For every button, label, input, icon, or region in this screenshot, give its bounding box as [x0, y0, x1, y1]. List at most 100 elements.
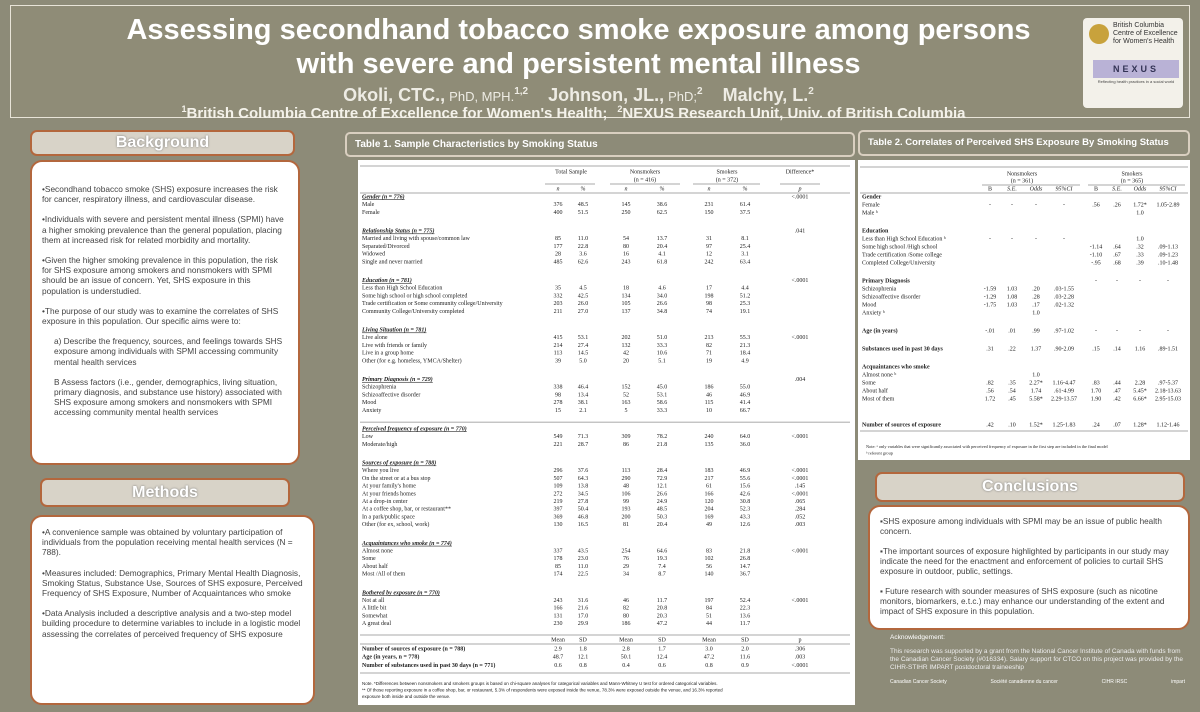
row-label: Substances used in past 30 days — [862, 346, 944, 352]
cell: 243 — [622, 259, 631, 265]
row-label: Gender — [862, 194, 882, 200]
cell: 37.6 — [578, 468, 589, 474]
cell: 33.3 — [657, 408, 668, 414]
cell: 5.58* — [1029, 396, 1043, 402]
title-line: with severe and persistent mental illnes… — [296, 48, 861, 80]
cell: 231 — [705, 202, 714, 208]
column-subheader: n — [557, 186, 560, 192]
cell: .003 — [795, 522, 806, 528]
cell: 85 — [555, 564, 561, 570]
row-label: Almost none ᵇ — [862, 372, 896, 378]
column-subheader: % — [660, 186, 665, 192]
row-label: About half — [362, 563, 388, 570]
cell: 71 — [706, 351, 712, 357]
cell: .97-1.02 — [1054, 328, 1074, 334]
row-label: Mood — [362, 400, 376, 406]
cell: - — [1035, 202, 1037, 208]
cell: .67 — [1113, 252, 1121, 258]
cell: 115 — [705, 400, 714, 406]
cell: .31 — [986, 346, 994, 352]
row-label: Widowed — [362, 252, 385, 258]
cell: 397 — [554, 507, 563, 513]
cell: 10 — [706, 408, 712, 414]
cell: .003 — [795, 655, 806, 661]
row-label: Single and never married — [362, 259, 422, 265]
section-heading: Education (n = 781) — [361, 277, 412, 284]
p-value: <.0001 — [792, 278, 809, 284]
cell: 15 — [555, 408, 561, 414]
cell: 242 — [705, 259, 714, 265]
column-subheader: S.E. — [1007, 186, 1017, 192]
cell: 99 — [623, 499, 629, 505]
cell: 278 — [554, 400, 563, 406]
bullet: ▪SHS exposure among individuals with SPM… — [880, 517, 1162, 536]
cell: <.0001 — [792, 491, 809, 497]
row-label: Number of sources of exposure (n = 788) — [362, 645, 465, 652]
cell: 166 — [705, 491, 714, 497]
section-heading: Sources of exposure (n = 788) — [362, 459, 436, 466]
background-box: •Secondhand tobacco smoke (SHS) exposure… — [30, 160, 300, 465]
affil-text: British Columbia Centre of Excellence fo… — [186, 105, 608, 122]
aim: B Assess factors (i.e., gender, demograp… — [54, 376, 282, 418]
cell: 82 — [706, 343, 712, 349]
logo-tagline: Reflecting health practices in a social … — [1097, 79, 1175, 84]
cell: 2.18-13.63 — [1155, 388, 1181, 394]
cell: 145 — [622, 202, 631, 208]
author-name: Malchy, L. — [722, 85, 809, 105]
column-header: Difference* — [786, 168, 815, 175]
cell: 1.16-4.47 — [1053, 380, 1076, 386]
author-name: Okoli, CTC., — [343, 85, 446, 105]
cell: 137 — [622, 309, 631, 315]
paragraph: •Individuals with severe and persistent … — [42, 214, 284, 245]
cell: 0.6 — [554, 663, 562, 669]
cell: 29 — [623, 564, 629, 570]
cell: 71.3 — [578, 434, 589, 440]
cell: - — [1063, 202, 1065, 208]
cell: 197 — [705, 598, 714, 604]
cell: 296 — [554, 468, 563, 474]
column-subheader: % — [581, 186, 586, 192]
row-label: About half — [862, 387, 888, 394]
row-label: Age (in years) — [862, 327, 898, 334]
cell: .03-1.55 — [1054, 286, 1074, 292]
cell: 31.6 — [578, 598, 589, 604]
cell: 25.4 — [740, 244, 751, 250]
cell: 4.9 — [741, 358, 749, 364]
cell: 27.0 — [578, 309, 589, 315]
cell: <.0001 — [792, 468, 809, 474]
cell: 26.0 — [578, 301, 589, 307]
cell: 38.1 — [578, 400, 589, 406]
cell: 26.8 — [740, 556, 751, 562]
column-subheader: 95%CI — [1160, 186, 1178, 192]
row-label: Trade certification /Some college — [862, 251, 942, 258]
cell: .89-1.51 — [1158, 346, 1178, 352]
cell: 8.7 — [658, 572, 666, 578]
row-label: Low — [362, 434, 374, 440]
conclusions-box: ▪SHS exposure among individuals with SPM… — [868, 505, 1190, 630]
cell: -1.14 — [1090, 244, 1103, 250]
row-label: Married and living with spouse/common la… — [362, 236, 470, 242]
note: exposure both inside and outside the ven… — [362, 694, 450, 699]
row-label: Live alone — [362, 335, 388, 341]
column-subheader: p — [799, 637, 802, 643]
cell: .42 — [986, 422, 994, 428]
cell: 29.9 — [578, 621, 589, 627]
section-title: Methods — [40, 478, 290, 507]
row-label: Less than High School Education — [362, 286, 442, 292]
row-label: Other (for e.g. homeless, YMCA/Shelter) — [362, 357, 462, 364]
cell: 177 — [554, 244, 563, 250]
cell: .07 — [1113, 422, 1121, 428]
cell: 20.8 — [657, 606, 668, 612]
cell: 46.9 — [740, 392, 751, 398]
cell: 1.0 — [1032, 310, 1040, 316]
cell: 43.5 — [578, 548, 589, 554]
cell: 186 — [622, 621, 631, 627]
cell: - — [989, 236, 991, 242]
column-subheader: Odds — [1030, 186, 1043, 192]
author-sup: 1,2 — [514, 86, 529, 97]
author: Johnson, JL., PhD;2 — [548, 85, 702, 105]
cell: 113 — [622, 468, 631, 474]
cell: 74 — [706, 309, 712, 315]
ack-logos: Canadian Cancer Society Société canadienn… — [890, 678, 1185, 686]
cell: 51.2 — [740, 293, 751, 299]
